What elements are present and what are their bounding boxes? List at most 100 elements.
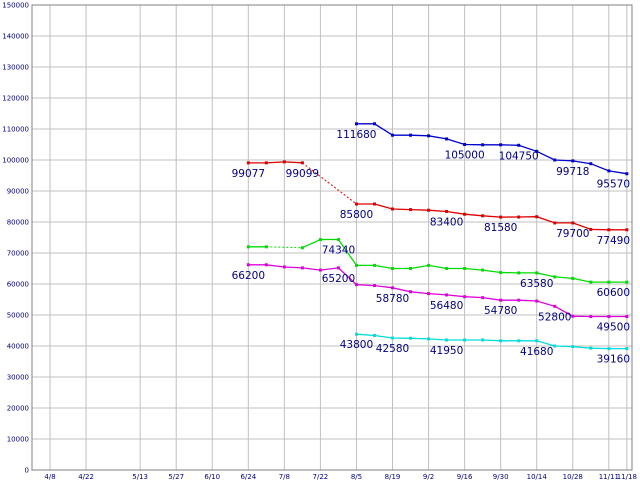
y-axis-ticks: 0 10000 20000 30000 40000 50000 60000 70000 8000… <box>2 2 29 475</box>
data-point <box>553 158 557 162</box>
data-label: 81580 <box>484 222 517 234</box>
series-line <box>356 123 627 175</box>
y-tick-label: 30000 <box>7 374 29 382</box>
y-tick-label: 40000 <box>7 343 29 351</box>
data-label: 66200 <box>232 270 265 282</box>
data-label: 54780 <box>484 305 517 317</box>
data-label: 41680 <box>520 346 553 358</box>
data-point <box>517 271 521 275</box>
data-label: 99077 <box>232 168 265 180</box>
series-line <box>356 203 627 231</box>
data-label: 49500 <box>597 322 630 334</box>
data-point <box>589 315 593 319</box>
data-point <box>571 221 575 225</box>
data-point <box>589 162 593 166</box>
data-point <box>354 283 358 287</box>
data-point <box>571 159 575 163</box>
x-tick-label: 10/28 <box>563 473 583 480</box>
y-tick-label: 0 <box>25 467 29 475</box>
data-point <box>282 265 286 269</box>
data-point <box>517 339 521 343</box>
data-label: 105000 <box>445 150 485 162</box>
data-point <box>517 215 521 219</box>
data-point <box>499 143 503 147</box>
data-point <box>445 137 449 141</box>
data-point <box>372 284 376 288</box>
data-point <box>354 122 358 126</box>
x-tick-label: 8/5 <box>351 473 362 480</box>
data-point <box>427 292 431 296</box>
data-labels: 111680 105000 104750 99718 95570 99077 99099 85… <box>232 129 630 366</box>
data-point <box>571 314 575 318</box>
y-tick-label: 10000 <box>7 436 29 444</box>
data-point <box>409 290 413 294</box>
series-gap-line <box>302 162 357 205</box>
data-point <box>481 268 485 272</box>
data-point <box>535 149 539 153</box>
y-tick-label: 150000 <box>2 2 29 10</box>
data-label: 60600 <box>597 287 630 299</box>
data-point <box>535 339 539 343</box>
data-point <box>589 280 593 284</box>
data-point <box>445 267 449 270</box>
data-label: 74340 <box>322 245 355 257</box>
y-tick-label: 20000 <box>7 405 29 413</box>
data-point <box>607 169 611 173</box>
data-point <box>409 336 413 340</box>
data-point <box>481 338 485 342</box>
series-line <box>356 333 627 350</box>
data-point <box>571 276 575 280</box>
plot-frame <box>31 4 633 471</box>
data-point <box>481 143 485 147</box>
x-tick-label: 9/16 <box>457 473 473 480</box>
data-point <box>372 122 376 126</box>
x-tick-label: 5/27 <box>168 473 184 480</box>
data-point <box>391 133 395 137</box>
data-point <box>372 263 376 267</box>
data-point <box>589 346 593 350</box>
y-tick-label: 100000 <box>2 157 29 165</box>
x-tick-label: 5/13 <box>132 473 148 480</box>
data-label: 39160 <box>597 354 630 366</box>
data-point <box>499 271 503 275</box>
data-point <box>427 208 431 212</box>
data-label: 85800 <box>340 209 373 221</box>
data-point <box>463 267 467 270</box>
data-point <box>300 266 304 270</box>
data-point <box>517 143 521 147</box>
series-layer <box>246 122 629 351</box>
data-point <box>354 332 358 336</box>
data-point <box>246 263 250 267</box>
data-point <box>445 293 449 297</box>
data-label: 99099 <box>286 168 319 180</box>
data-point <box>499 339 503 343</box>
data-label: 95570 <box>597 179 630 191</box>
data-point <box>391 207 395 211</box>
x-tick-label: 7/22 <box>313 473 329 480</box>
x-axis-ticks: 4/8 4/22 5/13 5/27 6/10 6/24 7/8 7/22 8/5 8/19 9/2… <box>44 473 637 480</box>
y-tick-label: 110000 <box>2 126 29 134</box>
data-point <box>336 238 340 242</box>
data-point <box>499 215 503 219</box>
data-point <box>264 161 268 165</box>
series-line <box>248 161 303 164</box>
data-point <box>625 172 629 176</box>
data-label: 83400 <box>430 216 463 228</box>
data-point <box>553 344 557 348</box>
data-point <box>318 238 322 242</box>
data-point <box>246 245 250 249</box>
data-point <box>535 215 539 219</box>
data-point <box>481 296 485 300</box>
data-point <box>607 315 611 319</box>
data-point <box>607 228 611 232</box>
data-point <box>625 280 629 284</box>
x-tick-label: 9/2 <box>423 473 434 480</box>
x-tick-label: 6/24 <box>240 473 256 480</box>
data-point <box>481 214 485 218</box>
data-label: 41950 <box>430 345 463 357</box>
data-label: 104750 <box>499 150 539 162</box>
data-point <box>625 347 629 351</box>
data-point <box>264 245 268 249</box>
data-point <box>445 209 449 213</box>
